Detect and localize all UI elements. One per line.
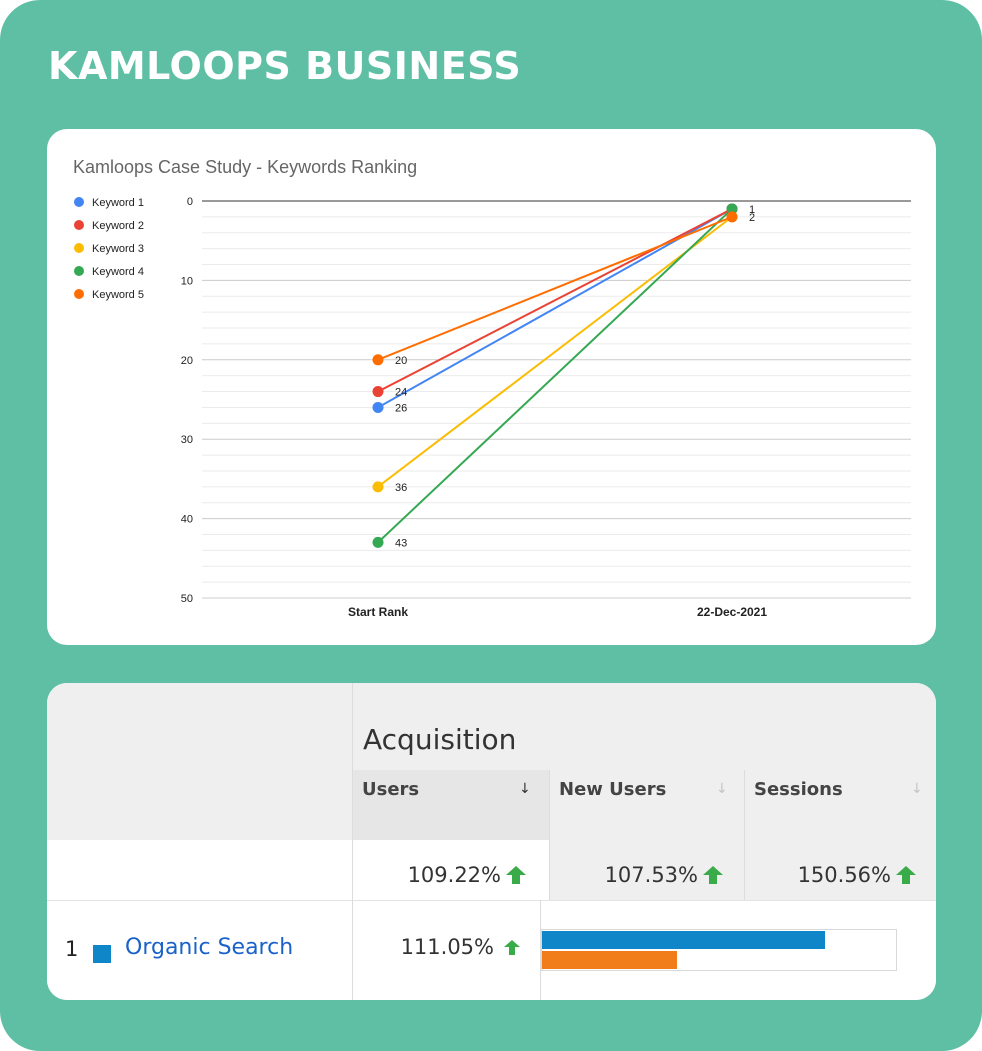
- data-label: 2: [749, 212, 755, 224]
- data-label: 36: [395, 482, 407, 494]
- legend-label: Keyword 3: [92, 243, 144, 255]
- sort-icon[interactable]: ↓: [911, 781, 923, 797]
- new-users-total-value: 107.53%: [604, 863, 698, 887]
- chart-title: Kamloops Case Study - Keywords Ranking: [73, 157, 417, 177]
- data-point: [372, 386, 384, 398]
- legend-marker: [74, 243, 84, 253]
- legend-marker: [74, 197, 84, 207]
- y-tick-label: 10: [181, 275, 193, 287]
- page-title: KAMLOOPS BUSINESS: [48, 44, 522, 88]
- legend-marker: [74, 266, 84, 276]
- organic-search-link[interactable]: Organic Search: [125, 935, 294, 960]
- y-tick-label: 40: [181, 514, 193, 526]
- data-label: 26: [395, 402, 407, 414]
- users-row-cell: [352, 900, 541, 1000]
- totals-blank-cell: [47, 840, 352, 900]
- blank-header-cell: [47, 683, 352, 840]
- data-label: 43: [395, 537, 407, 549]
- keyword-ranking-chart-card: Kamloops Case Study - Keywords Ranking 0 1…: [47, 129, 936, 645]
- sessions-total-value: 150.56%: [797, 863, 891, 887]
- column-header-sessions[interactable]: Sessions: [754, 779, 843, 800]
- column-header-users[interactable]: Users: [362, 779, 420, 800]
- legend-label: Keyword 1: [92, 197, 144, 209]
- legend-label: Keyword 5: [92, 289, 144, 301]
- series-line: [377, 215, 733, 361]
- series-line: [377, 208, 733, 393]
- keyword-ranking-chart: Kamloops Case Study - Keywords Ranking 0 1…: [73, 157, 911, 619]
- y-tick-label: 0: [187, 196, 193, 208]
- users-header-cell[interactable]: [352, 770, 549, 840]
- up-arrow-shape: [896, 866, 916, 884]
- up-arrow-shape: [506, 866, 526, 884]
- sort-icon[interactable]: ↓: [716, 781, 728, 797]
- users-total-value: 109.22%: [407, 863, 501, 887]
- y-tick-label: 30: [181, 434, 193, 446]
- data-point: [726, 211, 738, 223]
- data-point: [726, 203, 738, 215]
- data-label: 20: [395, 355, 407, 367]
- data-point: [372, 401, 384, 413]
- up-arrow-shape: [504, 940, 520, 955]
- channel-color-swatch: [93, 945, 111, 963]
- data-label: 24: [395, 387, 407, 399]
- acquisition-header-cell: [352, 683, 936, 770]
- series-line: [377, 208, 733, 544]
- data-point: [372, 354, 384, 366]
- data-point: [372, 536, 384, 548]
- sessions-header-cell[interactable]: [744, 770, 936, 840]
- new-users-header-cell[interactable]: [549, 770, 744, 840]
- y-tick-label: 50: [181, 593, 193, 605]
- comparison-bar-box: [541, 929, 897, 971]
- row-index: 1: [65, 937, 79, 961]
- x-tick-label: Start Rank: [348, 605, 408, 619]
- x-tick-label: 22-Dec-2021: [697, 605, 767, 619]
- legend-label: Keyword 2: [92, 220, 144, 232]
- acquisition-table: Acquisition Users ↓ New Users ↓ Sessions…: [47, 683, 936, 1000]
- up-arrow-shape: [703, 866, 723, 884]
- data-point: [372, 481, 384, 493]
- data-label: 1: [749, 204, 755, 216]
- legend-label: Keyword 4: [92, 266, 144, 278]
- users-row-value: 111.05%: [400, 935, 494, 959]
- series-line: [377, 216, 733, 488]
- column-header-new-users[interactable]: New Users: [559, 779, 667, 800]
- series-line: [377, 208, 733, 409]
- sessions-bar: [542, 951, 677, 969]
- y-tick-label: 20: [181, 355, 193, 367]
- section-title-acquisition: Acquisition: [363, 723, 517, 756]
- new-users-bar: [542, 931, 826, 949]
- legend-marker: [74, 289, 84, 299]
- sort-desc-icon[interactable]: ↓: [519, 781, 531, 797]
- legend-marker: [74, 220, 84, 230]
